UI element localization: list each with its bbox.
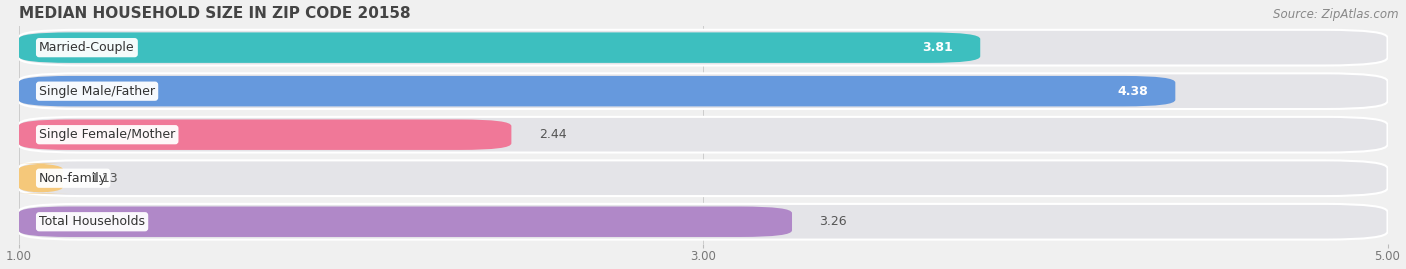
FancyBboxPatch shape <box>18 204 1388 240</box>
Text: Source: ZipAtlas.com: Source: ZipAtlas.com <box>1274 8 1399 21</box>
FancyBboxPatch shape <box>18 76 1175 107</box>
FancyBboxPatch shape <box>18 73 1388 109</box>
Text: Single Male/Father: Single Male/Father <box>39 85 155 98</box>
FancyBboxPatch shape <box>18 33 980 63</box>
FancyBboxPatch shape <box>18 207 792 237</box>
Text: 1.13: 1.13 <box>90 172 118 185</box>
Text: Married-Couple: Married-Couple <box>39 41 135 54</box>
Text: 4.38: 4.38 <box>1118 85 1147 98</box>
Text: Single Female/Mother: Single Female/Mother <box>39 128 176 141</box>
Text: MEDIAN HOUSEHOLD SIZE IN ZIP CODE 20158: MEDIAN HOUSEHOLD SIZE IN ZIP CODE 20158 <box>18 6 411 20</box>
FancyBboxPatch shape <box>18 119 512 150</box>
FancyBboxPatch shape <box>18 160 1388 196</box>
FancyBboxPatch shape <box>18 30 1388 65</box>
Text: Non-family: Non-family <box>39 172 107 185</box>
Text: 3.81: 3.81 <box>922 41 953 54</box>
Text: 2.44: 2.44 <box>538 128 567 141</box>
FancyBboxPatch shape <box>11 163 70 193</box>
FancyBboxPatch shape <box>18 117 1388 153</box>
Text: Total Households: Total Households <box>39 215 145 228</box>
Text: 3.26: 3.26 <box>820 215 846 228</box>
